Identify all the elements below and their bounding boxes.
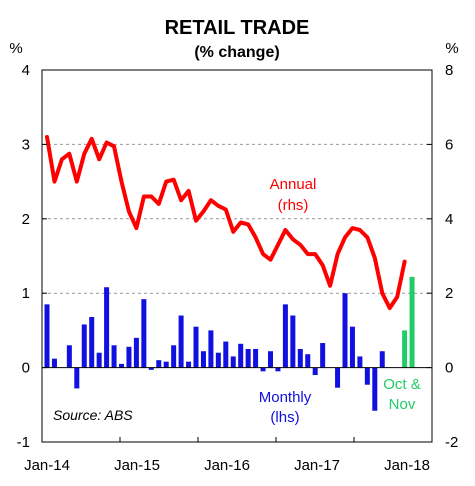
monthly-bar [230, 356, 236, 368]
right-tick-label: 4 [445, 211, 453, 228]
x-tick-label: Jan-14 [24, 457, 70, 474]
right-tick-label: 0 [445, 360, 453, 377]
monthly-bar [163, 361, 169, 368]
gridlines [42, 143, 432, 294]
right-tick-label: 2 [445, 285, 453, 302]
latest-months-label-2: Nov [389, 396, 416, 413]
right-axis-unit: % [445, 40, 458, 57]
monthly-bar [193, 326, 199, 368]
monthly-bar [290, 315, 296, 368]
monthly-bar [96, 352, 102, 368]
axis-ticks [42, 69, 432, 443]
monthly-label: Monthly [259, 389, 312, 406]
left-tick-labels: -1 0 1 2 3 4 [17, 62, 30, 451]
left-tick-label: 3 [22, 136, 30, 153]
monthly-bar [141, 299, 147, 368]
monthly-unit-label: (lhs) [270, 409, 299, 426]
latest-months-label: Oct & [383, 376, 421, 393]
monthly-bar [364, 367, 370, 385]
right-tick-label: 8 [445, 62, 453, 79]
x-tick-label: Jan-18 [384, 457, 430, 474]
monthly-bar [74, 367, 80, 389]
monthly-bar [238, 343, 244, 368]
chart-subtitle: (% change) [194, 44, 279, 61]
monthly-bar [200, 351, 206, 368]
left-tick-label: 2 [22, 211, 30, 228]
right-tick-labels: -2 0 2 4 6 8 [445, 62, 458, 451]
monthly-bar [379, 351, 385, 368]
monthly-bars [44, 276, 415, 411]
monthly-bar [342, 293, 348, 368]
left-tick-label: -1 [17, 434, 30, 451]
left-tick-label: 0 [22, 360, 30, 377]
monthly-bar [81, 324, 87, 368]
monthly-bar [282, 304, 288, 368]
monthly-bar [104, 287, 110, 368]
x-tick-label: Jan-16 [204, 457, 250, 474]
x-tick-label: Jan-17 [294, 457, 340, 474]
monthly-bar [126, 346, 132, 368]
latest-monthly-bar [402, 330, 408, 368]
annual-unit-label: (rhs) [278, 197, 309, 214]
monthly-bar [51, 358, 57, 368]
monthly-bar [44, 304, 50, 368]
left-tick-label: 1 [22, 285, 30, 302]
monthly-bar [275, 367, 281, 372]
monthly-bar [320, 343, 326, 368]
monthly-bar [208, 330, 214, 368]
chart-title: RETAIL TRADE [165, 17, 310, 39]
latest-monthly-bar [409, 276, 415, 368]
monthly-bar [66, 345, 72, 368]
monthly-bar [305, 354, 311, 368]
monthly-bar [223, 341, 229, 368]
monthly-bar [335, 367, 341, 388]
monthly-bar [89, 317, 95, 368]
plot-frame [41, 69, 433, 443]
monthly-bar [171, 345, 177, 368]
left-axis-unit: % [9, 40, 22, 57]
monthly-bar [186, 361, 192, 368]
right-tick-label: -2 [445, 434, 458, 451]
monthly-bar [245, 349, 251, 368]
monthly-bar [268, 351, 273, 368]
monthly-bar [253, 349, 259, 368]
monthly-bar [133, 337, 139, 368]
monthly-bar [312, 367, 318, 376]
annual-line [45, 135, 407, 311]
monthly-bar [119, 363, 124, 368]
right-tick-label: 6 [445, 136, 453, 153]
monthly-bar [260, 367, 266, 372]
monthly-bar [297, 349, 303, 368]
x-tick-labels: Jan-14 Jan-15 Jan-16 Jan-17 Jan-18 [24, 457, 430, 474]
monthly-bar [372, 367, 378, 411]
monthly-bar [215, 352, 221, 368]
source-note: Source: ABS [53, 407, 133, 423]
monthly-bar [178, 315, 184, 368]
annual-label: Annual [270, 176, 317, 193]
monthly-bar [156, 360, 162, 368]
monthly-bar [349, 326, 355, 368]
x-tick-label: Jan-15 [114, 457, 160, 474]
monthly-bar [111, 345, 117, 368]
left-tick-label: 4 [22, 62, 30, 79]
monthly-bar [357, 356, 363, 368]
monthly-bar [148, 367, 154, 370]
